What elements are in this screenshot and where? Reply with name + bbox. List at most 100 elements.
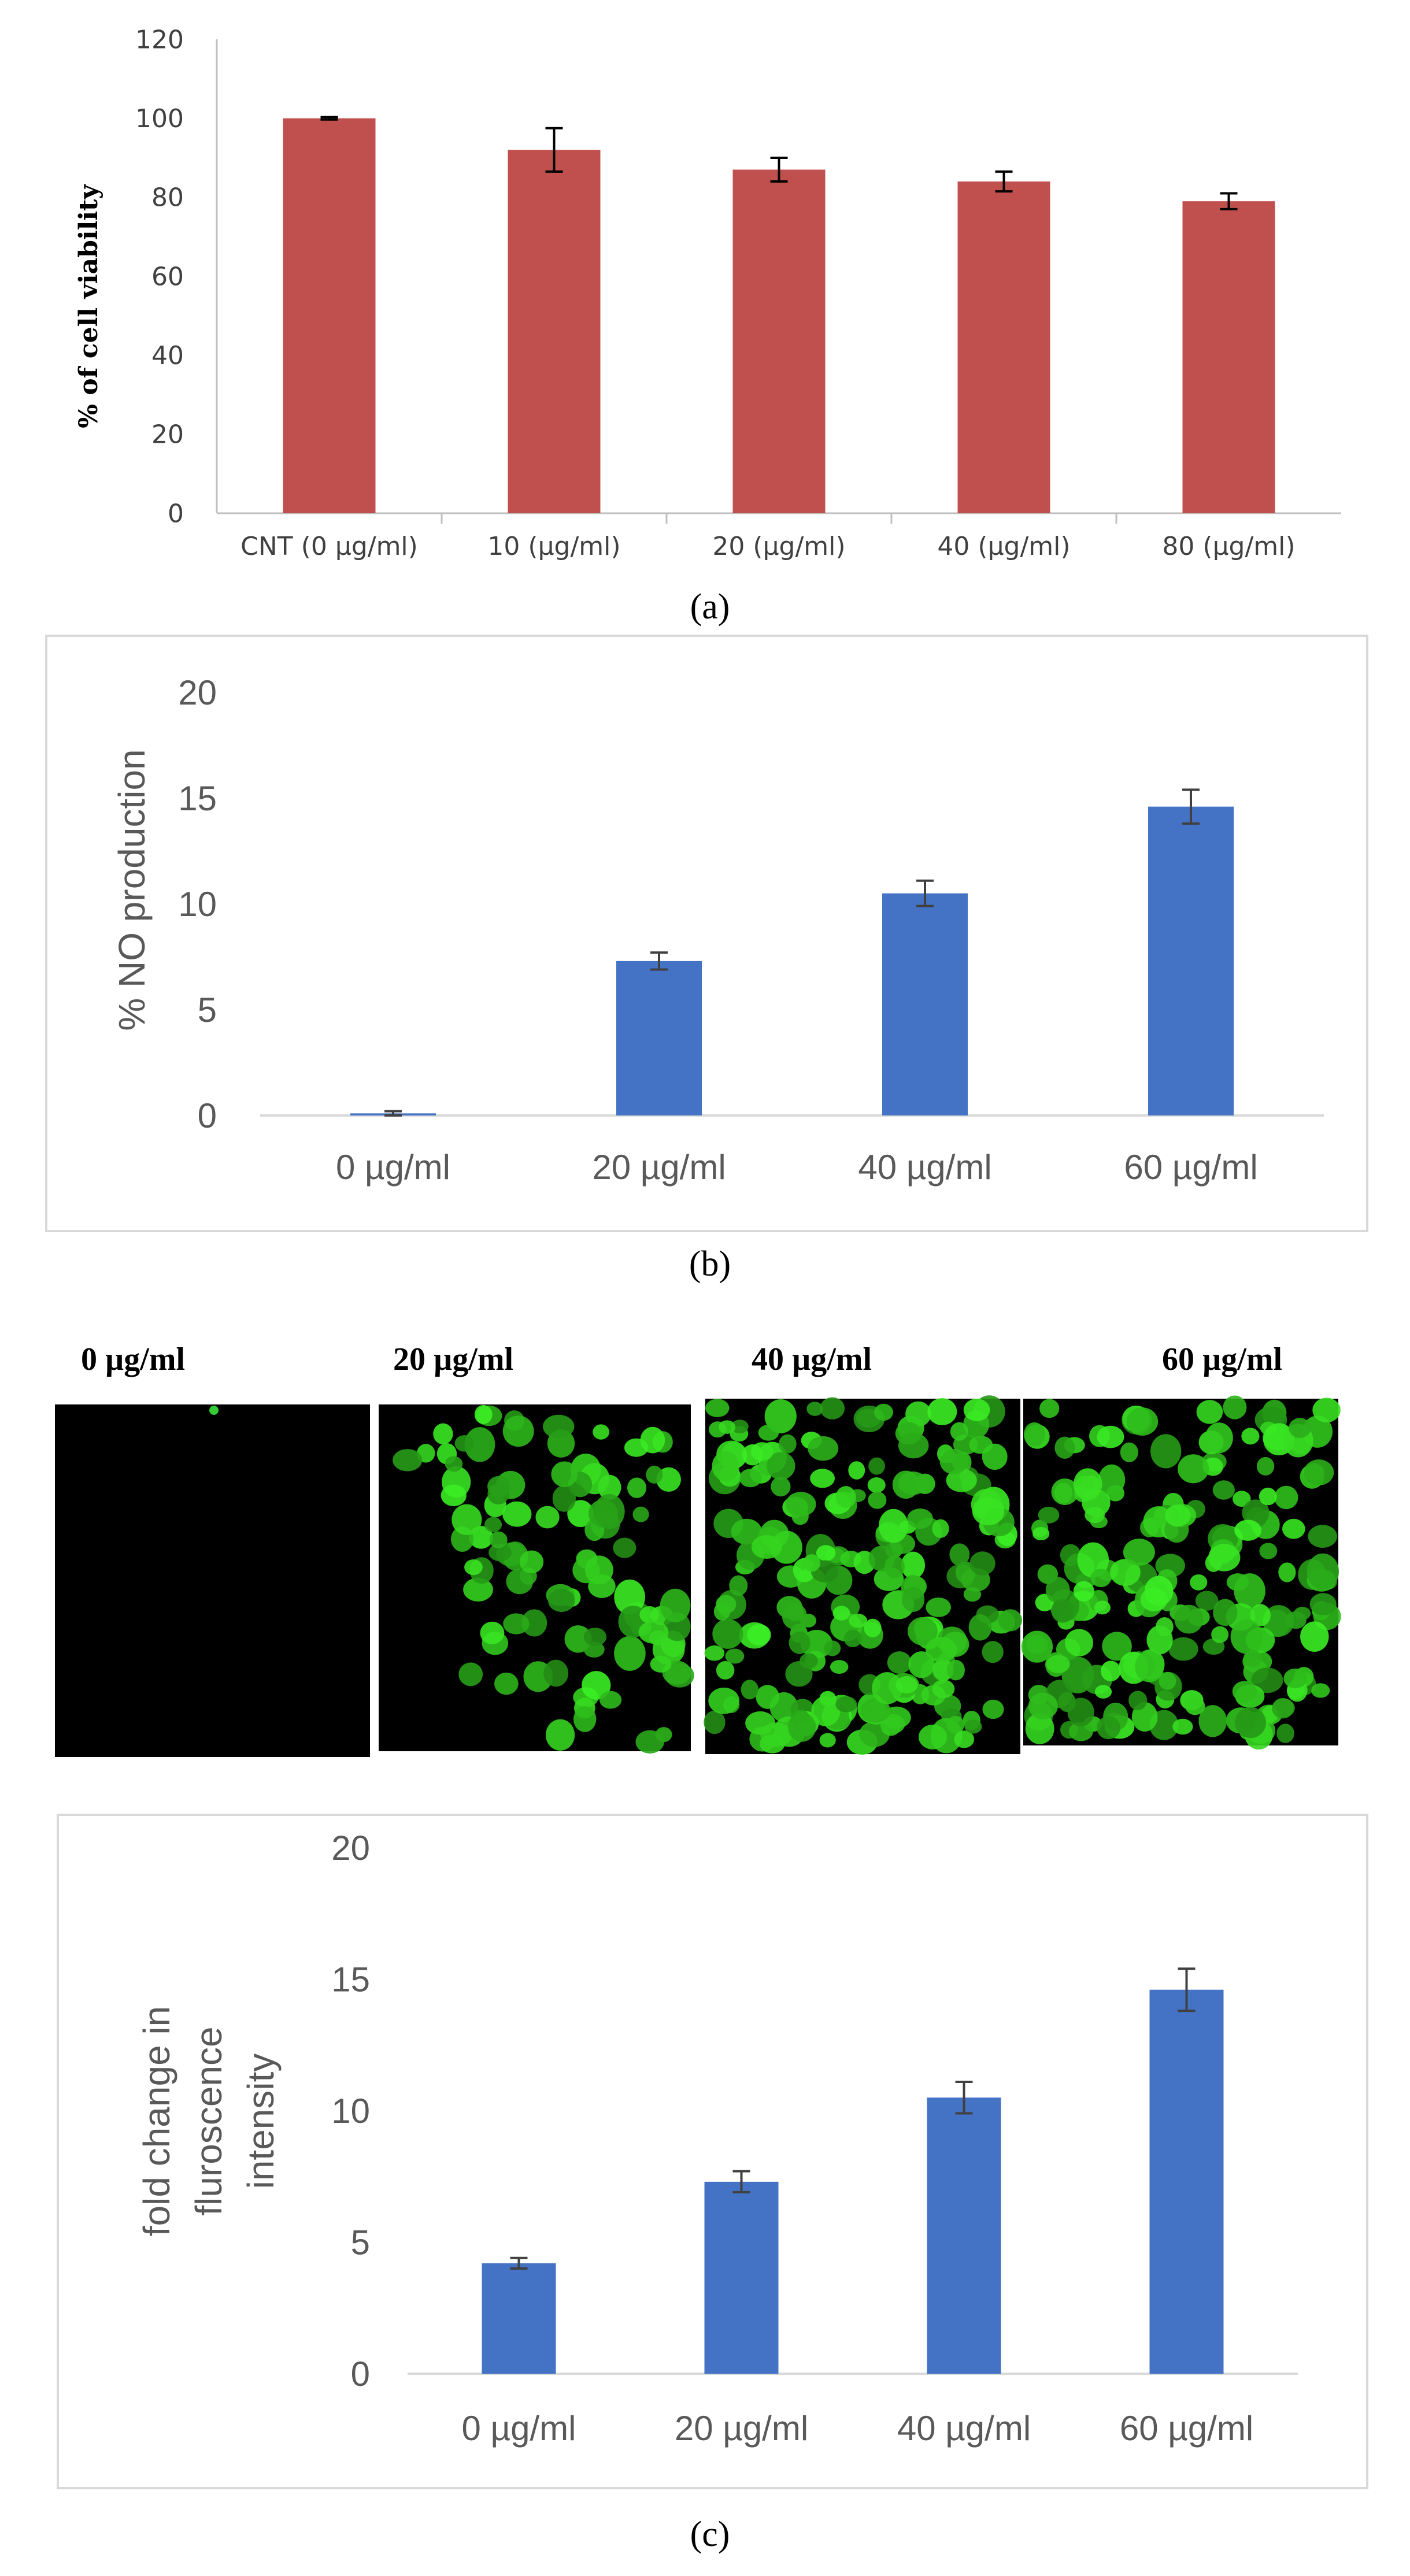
micrograph-3 — [1021, 1395, 1341, 1750]
micrograph-cell — [1212, 1480, 1235, 1500]
micrograph-cell — [521, 1609, 547, 1637]
micrograph-cell — [1283, 1668, 1307, 1689]
micrograph-cell — [725, 1648, 745, 1664]
micrograph-cell — [963, 1587, 982, 1602]
chart-c-errorbar — [732, 2170, 750, 2194]
micrograph-cell — [1230, 1619, 1263, 1654]
micrograph-cell — [1067, 1697, 1094, 1726]
micrograph-cell — [969, 1551, 995, 1576]
micrograph-cell — [758, 1424, 779, 1441]
micrograph-cell — [729, 1575, 748, 1596]
micrograph-cell — [1208, 1544, 1241, 1571]
chart-a-xtick: 10 (µg/ml) — [487, 532, 620, 561]
micrograph-cell — [1223, 1395, 1247, 1419]
micrograph-cell — [583, 1641, 605, 1658]
chart-b-xtick: 0 µg/ml — [336, 1148, 450, 1187]
micrograph-cell — [441, 1484, 467, 1507]
micrograph-cell — [1309, 1593, 1337, 1615]
micrograph-cell — [939, 1449, 968, 1474]
micrograph-cell — [808, 1436, 839, 1461]
micrograph-cell — [764, 1399, 797, 1433]
micrograph-cell — [484, 1517, 502, 1533]
micrograph-cell — [1051, 1478, 1079, 1505]
micrograph-cell — [1045, 1577, 1070, 1603]
micrograph-cell — [1172, 1718, 1193, 1735]
chart-c-bar — [927, 2097, 1001, 2374]
chart-c-bar — [1149, 1989, 1224, 2374]
micrograph-cell — [614, 1579, 645, 1615]
micrograph-cell — [789, 1631, 811, 1654]
micrograph-cell — [806, 1402, 823, 1416]
chart-b-errorbar — [1182, 788, 1200, 825]
micrograph-cell — [1300, 1621, 1329, 1652]
micrograph-cell — [946, 1659, 965, 1681]
micrograph-cell — [1051, 1599, 1074, 1623]
chart-b-xtick: 20 µg/ml — [592, 1148, 726, 1187]
micrograph-cell — [1276, 1723, 1294, 1743]
chart-b-xticks: 0 µg/ml 20 µg/ml 40 µg/ml 60 µg/ml — [336, 1148, 1258, 1187]
micrograph-cell — [771, 1476, 791, 1497]
micrograph-cell — [1312, 1398, 1341, 1423]
chart-a-xtick: CNT (0 µg/ml) — [240, 532, 418, 561]
micrograph-cell — [1168, 1637, 1198, 1661]
micrograph-cell — [954, 1730, 975, 1748]
micrograph-cell — [742, 1444, 763, 1466]
micrograph-cell — [901, 1551, 926, 1579]
chart-a-ytick: 40 — [151, 341, 184, 370]
micrograph-cell — [543, 1414, 575, 1439]
chart-b-bar — [882, 893, 968, 1115]
micrograph-cell — [731, 1518, 762, 1545]
micrograph-images — [55, 1395, 1341, 1757]
micrograph-cell — [1289, 1418, 1311, 1438]
micrograph-cell — [613, 1537, 636, 1558]
chart-a-xticks: CNT (0 µg/ml) 10 (µg/ml) 20 (µg/ml) 40 (µg/… — [240, 513, 1296, 561]
micrograph-cell — [908, 1617, 938, 1645]
micrograph-cell — [1094, 1685, 1112, 1699]
chart-c-errorbar — [955, 2080, 973, 2115]
chart-a-errorbar — [320, 116, 338, 121]
micrograph-cell — [1144, 1576, 1174, 1606]
micrograph-cell — [927, 1398, 957, 1425]
micrograph-label-0: 0 µg/ml — [81, 1341, 185, 1377]
chart-b-xtick: 40 µg/ml — [858, 1148, 991, 1187]
chart-b-errorbar — [650, 951, 668, 971]
micrograph-cell — [1046, 1655, 1070, 1673]
micrograph-cell — [745, 1711, 775, 1735]
micrograph-cell — [1250, 1604, 1271, 1626]
micrograph-cell — [1294, 1607, 1311, 1620]
micrograph-cell — [502, 1415, 534, 1447]
micrograph-cell — [1211, 1626, 1229, 1643]
micrograph-cell — [1120, 1442, 1138, 1462]
micrograph-cell — [832, 1606, 850, 1621]
chart-c-errorbar — [1178, 1967, 1196, 2012]
chart-a-errorbar — [1220, 192, 1238, 210]
micrograph-cell — [480, 1621, 505, 1644]
micrograph-cell — [567, 1500, 594, 1528]
micrograph-cell — [1097, 1425, 1124, 1448]
micrograph-cell — [1054, 1436, 1075, 1459]
micrograph-cell — [1068, 1721, 1093, 1741]
chart-b-bars — [350, 788, 1234, 1117]
micrograph-1 — [379, 1404, 694, 1754]
micrograph-0 — [55, 1404, 370, 1757]
micrograph-cell — [1256, 1456, 1275, 1476]
micrograph-cell — [1025, 1713, 1054, 1744]
micrograph-cell — [1235, 1707, 1266, 1739]
micrograph-cell — [584, 1555, 613, 1585]
micrograph-cell — [968, 1614, 992, 1641]
chart-c: fold change in fluroscence intensity 0 5 1… — [136, 1829, 1298, 2448]
micrograph-cell — [741, 1680, 758, 1700]
micrograph-cell — [1085, 1507, 1105, 1524]
micrograph-cell — [614, 1636, 646, 1671]
micrograph-cell — [878, 1508, 909, 1543]
chart-c-ytick: 0 — [351, 2355, 370, 2393]
micrograph-cell — [1272, 1697, 1294, 1719]
micrograph-label-20: 20 µg/ml — [393, 1341, 513, 1377]
micrograph-cell — [458, 1662, 483, 1687]
micrograph-cell — [543, 1659, 569, 1687]
micrograph-cell — [489, 1531, 508, 1548]
chart-a-errorbar — [770, 157, 788, 183]
chart-c-errorbar — [510, 2256, 528, 2270]
chart-a-yticks: 0 20 40 60 80 100 120 — [135, 25, 184, 528]
micrograph-cell — [884, 1555, 905, 1578]
